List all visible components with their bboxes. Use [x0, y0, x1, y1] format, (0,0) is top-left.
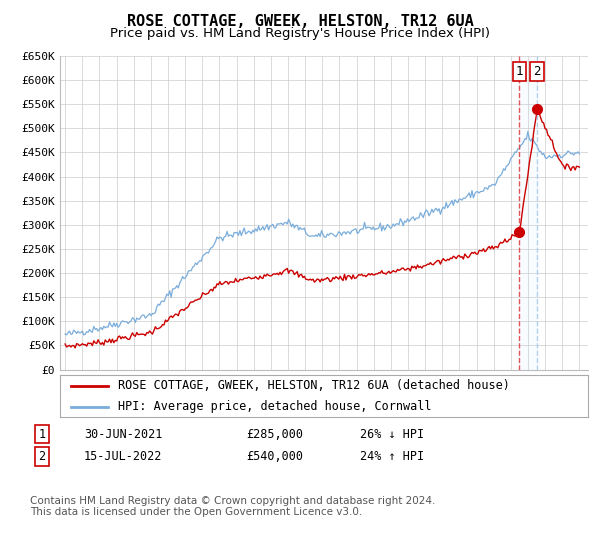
- Text: HPI: Average price, detached house, Cornwall: HPI: Average price, detached house, Corn…: [118, 400, 431, 413]
- Text: 26% ↓ HPI: 26% ↓ HPI: [360, 427, 424, 441]
- Text: 2: 2: [38, 450, 46, 463]
- Text: ROSE COTTAGE, GWEEK, HELSTON, TR12 6UA: ROSE COTTAGE, GWEEK, HELSTON, TR12 6UA: [127, 14, 473, 29]
- Text: 24% ↑ HPI: 24% ↑ HPI: [360, 450, 424, 463]
- Text: 30-JUN-2021: 30-JUN-2021: [84, 427, 163, 441]
- Text: £540,000: £540,000: [246, 450, 303, 463]
- Text: ROSE COTTAGE, GWEEK, HELSTON, TR12 6UA (detached house): ROSE COTTAGE, GWEEK, HELSTON, TR12 6UA (…: [118, 379, 510, 392]
- Text: £285,000: £285,000: [246, 427, 303, 441]
- Text: 1: 1: [515, 65, 523, 78]
- Text: Contains HM Land Registry data © Crown copyright and database right 2024.
This d: Contains HM Land Registry data © Crown c…: [30, 496, 436, 517]
- Text: 2: 2: [533, 65, 541, 78]
- Text: 1: 1: [38, 427, 46, 441]
- Bar: [520, 56, 537, 370]
- Text: 15-JUL-2022: 15-JUL-2022: [84, 450, 163, 463]
- Text: Price paid vs. HM Land Registry's House Price Index (HPI): Price paid vs. HM Land Registry's House …: [110, 27, 490, 40]
